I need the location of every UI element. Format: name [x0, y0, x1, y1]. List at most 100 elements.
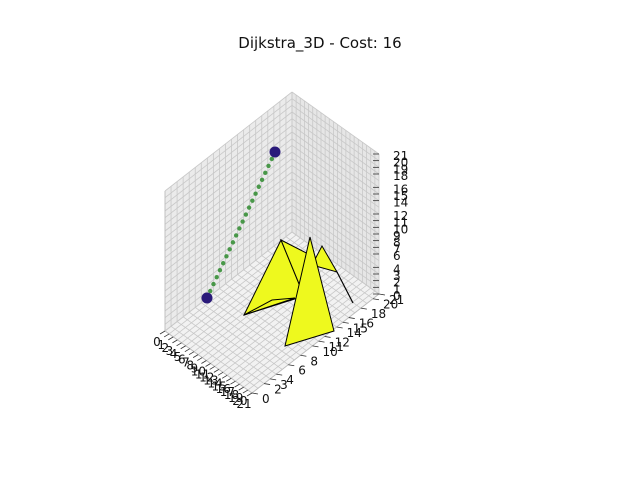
x-tick-mark	[234, 383, 240, 388]
chart-title: Dijkstra_3D - Cost: 16	[238, 34, 402, 52]
goal-point	[269, 146, 281, 158]
gridline-z-back	[291, 211, 380, 275]
x-tick-label: 19	[228, 391, 243, 405]
gridline-z-left	[164, 118, 293, 218]
z-tick-label: 16	[393, 182, 408, 196]
z-tick-label: 6	[393, 249, 401, 263]
path-point	[211, 281, 216, 287]
z-tick-label: 2	[393, 276, 401, 290]
y-tick-mark	[312, 345, 319, 348]
y-tick-label: 3	[280, 378, 288, 392]
z-tick-label: 3	[393, 269, 401, 283]
gridline-z-back	[291, 165, 380, 228]
y-tick-mark	[348, 317, 355, 319]
path-point	[230, 240, 236, 245]
x-tick-mark	[184, 348, 191, 353]
floor-pane	[165, 232, 379, 393]
x-tick-mark	[180, 345, 186, 350]
x-tick-mark	[217, 371, 224, 376]
x-tick-mark	[230, 380, 236, 385]
gridline-z-left	[164, 165, 293, 265]
x-tick-label: 14	[207, 376, 222, 390]
x-tick-mark	[238, 386, 244, 391]
gridline-z-back	[291, 138, 380, 201]
gridline-z-left	[164, 231, 293, 332]
x-tick-label: 12	[199, 370, 214, 384]
y-tick-mark	[251, 392, 259, 395]
gridline-z-back	[291, 205, 380, 268]
y-tick-label: 4	[286, 373, 294, 387]
y-tick-mark	[372, 298, 380, 301]
tick-marks	[159, 153, 386, 397]
path-point	[214, 274, 219, 280]
y-tick-label: 18	[371, 307, 386, 321]
y-tick-label: 14	[347, 326, 362, 340]
x-tick-label: 20	[232, 394, 247, 408]
gridline-y-floor	[201, 302, 289, 366]
path-point	[266, 163, 271, 169]
x-tick-label: 3	[166, 344, 174, 358]
gridline-z-back	[291, 91, 380, 155]
z-tick-label: 9	[393, 229, 401, 243]
z-tick-label: 15	[393, 189, 408, 203]
x-tick-label: 21	[236, 397, 251, 411]
gridline-x-floor	[222, 273, 351, 373]
x-tick-mark	[197, 357, 203, 361]
x-tick-label: 5	[174, 350, 182, 364]
path-point	[227, 247, 232, 252]
path-point	[250, 198, 255, 203]
gridline-z-left	[164, 158, 293, 258]
gridline-z-left	[164, 185, 293, 285]
z-tick-label: 12	[393, 209, 408, 223]
obstacle-edge	[336, 271, 354, 304]
y-tick-mark	[300, 354, 307, 357]
gridline-y-floor	[188, 311, 277, 375]
path-series	[204, 149, 278, 301]
gridline-z-back	[291, 191, 380, 255]
gridline-z-left	[164, 225, 293, 325]
gridline-z-left	[164, 145, 293, 245]
gridline-z-back	[291, 118, 380, 181]
gridline-y-floor	[176, 321, 265, 384]
y-tick-label: 20	[383, 298, 398, 312]
y-tick-label: 21	[389, 293, 404, 307]
gridline-z-left	[164, 171, 293, 272]
obstacle-face	[243, 297, 296, 316]
y-tick-mark	[288, 364, 295, 367]
y-tick-label: 10	[322, 345, 337, 359]
path-point	[220, 261, 226, 266]
x-tick-label: 18	[224, 388, 239, 402]
path-point	[253, 191, 258, 196]
y-tick-label: 11	[329, 340, 344, 354]
y-tick-mark	[318, 340, 325, 343]
x-tick-label: 7	[182, 356, 190, 370]
z-tick-label: 0	[393, 289, 401, 303]
gridline-z-left	[164, 218, 293, 318]
x-tick-label: 4	[170, 347, 178, 361]
gridline-y-floor	[207, 297, 295, 361]
x-tick-label: 15	[212, 379, 227, 393]
x-tick-label: 17	[220, 385, 235, 399]
z-tick-label: 18	[393, 169, 408, 183]
gridline-z-back	[291, 158, 380, 221]
path-point	[263, 170, 268, 176]
z-tick-label: 11	[393, 216, 408, 230]
x-tick-label: 9	[190, 362, 198, 376]
gridline-y-floor	[195, 307, 283, 370]
gridline-z-back	[291, 171, 380, 235]
x-tick-mark	[163, 333, 170, 338]
path-point	[259, 177, 265, 183]
path-point	[246, 205, 252, 210]
obstacle-face	[311, 244, 339, 273]
x-tick-label: 10	[191, 365, 206, 379]
gridline-z-left	[164, 211, 293, 312]
y-tick-label: 15	[353, 321, 368, 335]
y-tick-label: 6	[298, 364, 306, 378]
x-tick-mark	[209, 366, 215, 370]
z-tick-label: 1	[393, 282, 401, 296]
gridline-z-left	[164, 205, 293, 305]
z-tick-label: 4	[393, 262, 401, 276]
gridline-z-left	[164, 111, 293, 212]
